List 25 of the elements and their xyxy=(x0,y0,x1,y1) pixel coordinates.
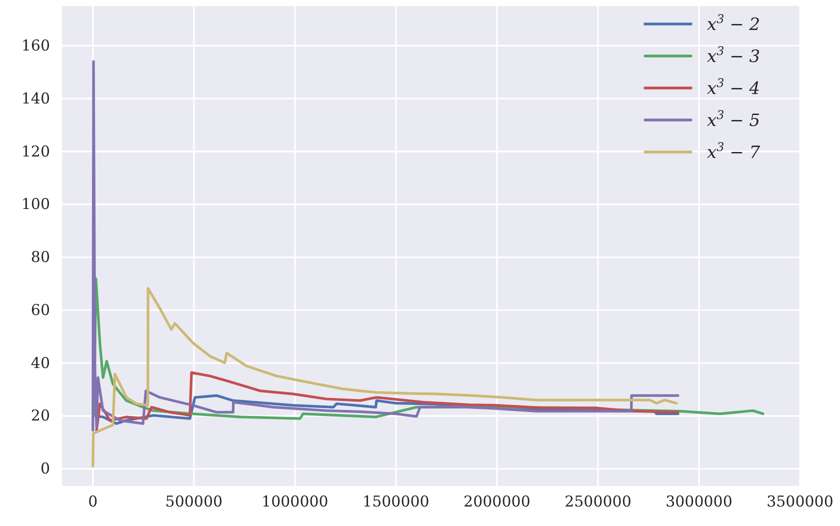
y-tick-label: 0 xyxy=(40,460,50,478)
line-series xyxy=(92,60,680,432)
legend-label: x$^{3}$ − 7 xyxy=(707,140,760,163)
legend-label: x$^{3}$ − 3 xyxy=(707,44,760,67)
y-tick-label: 140 xyxy=(21,89,50,108)
x-tick-label: 3500000 xyxy=(766,492,834,511)
y-tick-label: 20 xyxy=(30,406,50,425)
legend-label: x$^{3}$ − 2 xyxy=(707,12,760,35)
y-tick-label: 120 xyxy=(21,142,50,160)
x-tick-label: 2500000 xyxy=(564,492,632,511)
line-series xyxy=(92,287,678,468)
legend-label: x$^{3}$ − 5 xyxy=(707,108,760,131)
y-tick-label: 40 xyxy=(30,354,50,372)
legend-label: x$^{3}$ − 4 xyxy=(707,76,760,99)
x-tick-label: 0 xyxy=(88,492,98,511)
y-tick-label: 80 xyxy=(30,248,50,266)
y-tick-label: 60 xyxy=(30,300,50,319)
x-tick-label: 1500000 xyxy=(362,492,430,511)
x-tick-label: 500000 xyxy=(165,492,223,511)
x-tick-label: 3000000 xyxy=(666,492,732,511)
x-tick-label: 1000000 xyxy=(262,492,328,511)
line-series xyxy=(95,371,680,432)
y-tick-label: 160 xyxy=(21,36,50,54)
x-tick-label: 2000000 xyxy=(464,492,530,511)
y-tick-label: 100 xyxy=(21,195,50,214)
